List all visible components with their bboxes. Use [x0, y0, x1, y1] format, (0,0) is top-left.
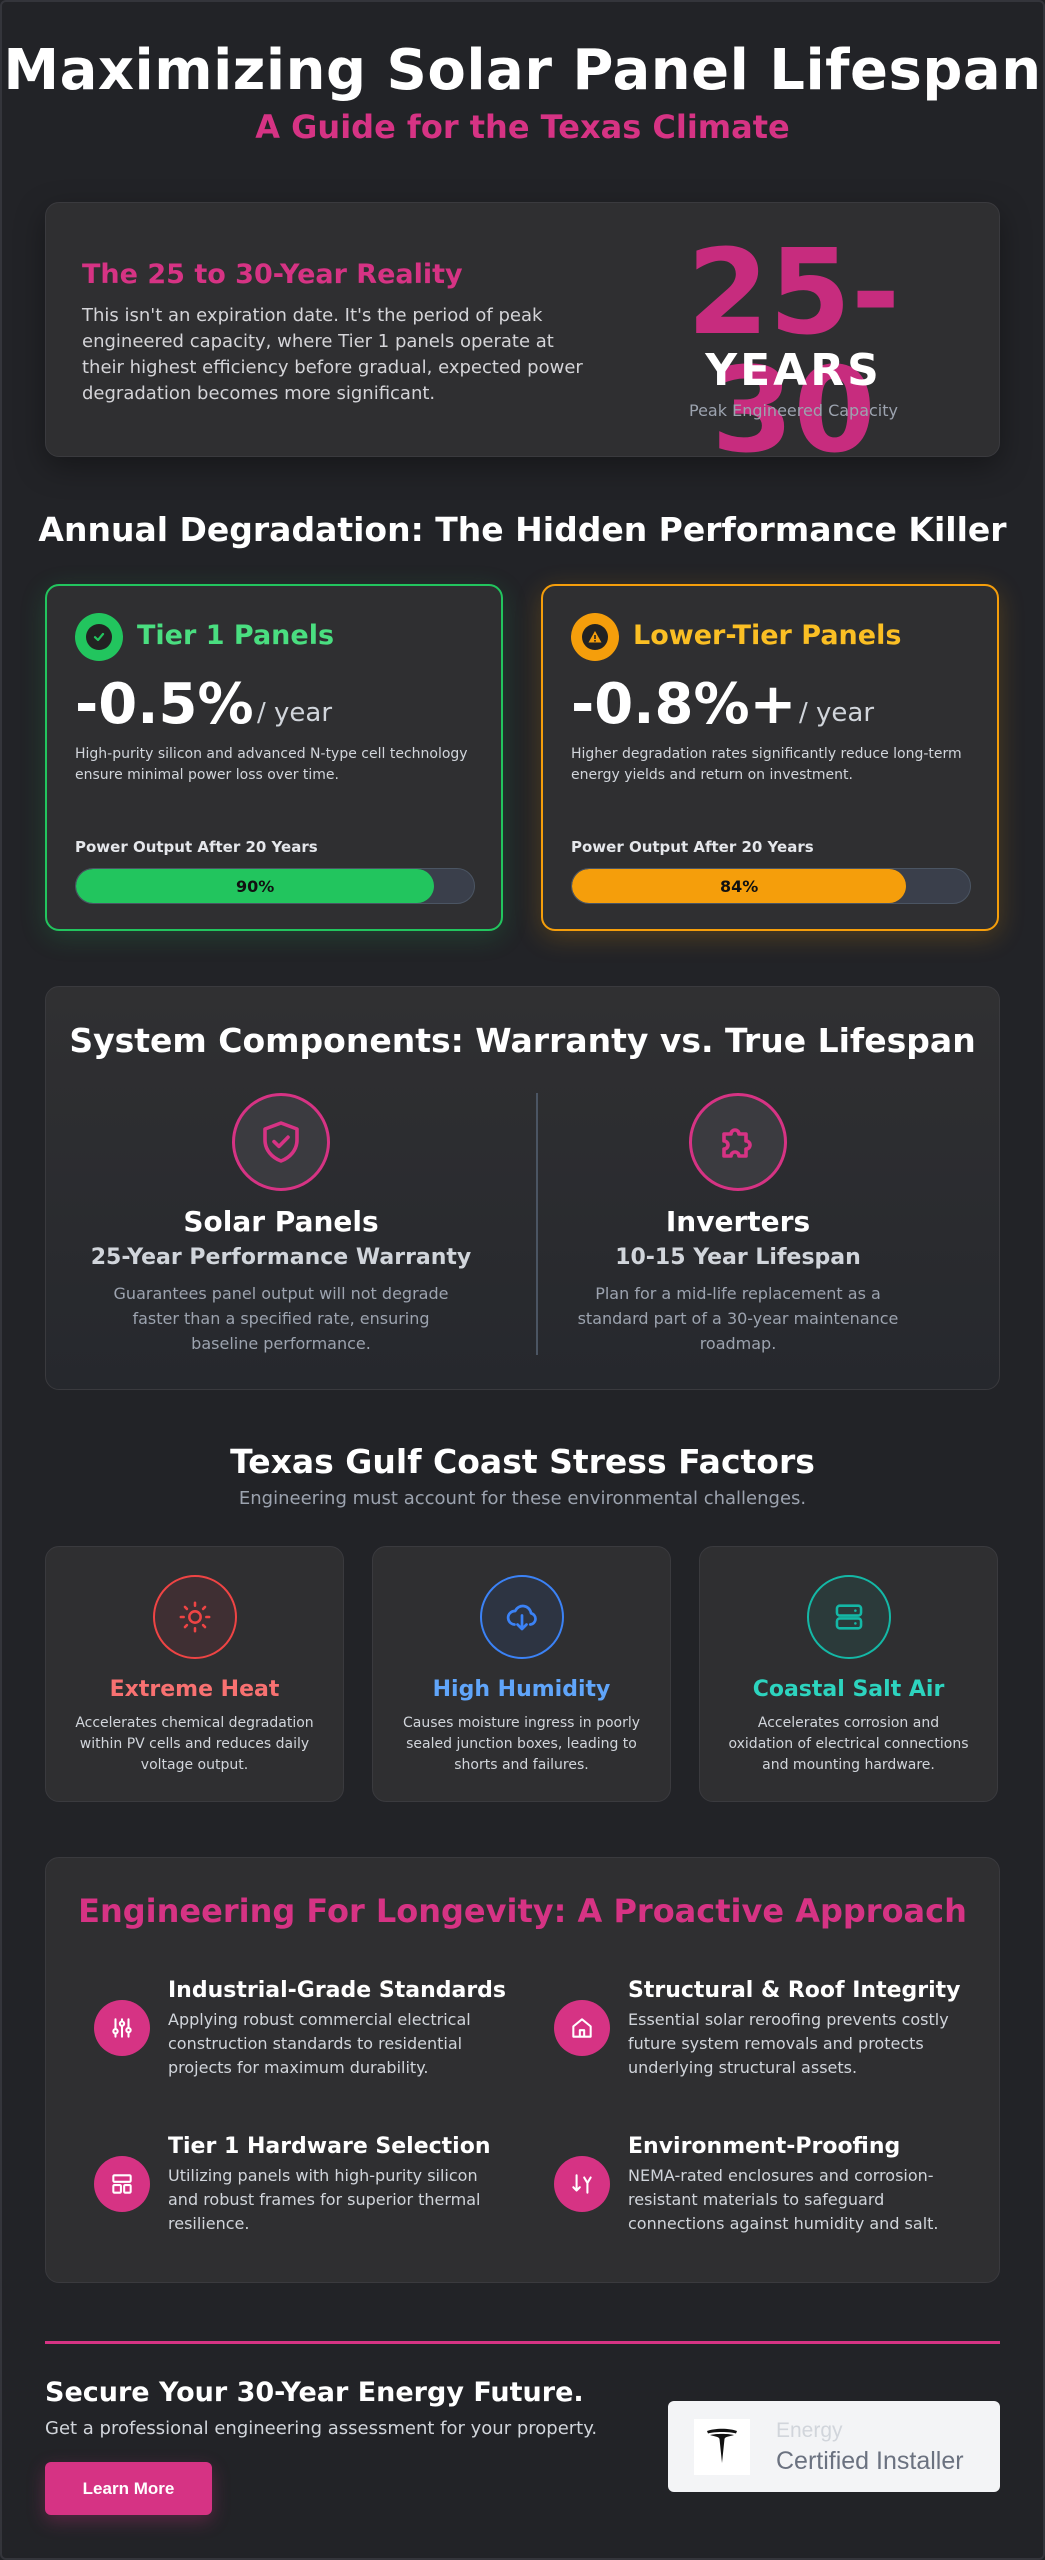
tier1-progress-bar: 90% [75, 868, 475, 904]
stress-card-humidity: High Humidity Causes moisture ingress in… [372, 1546, 671, 1802]
stress-desc: Accelerates chemical degradation within … [75, 1715, 314, 1773]
stress-desc: Causes moisture ingress in poorly sealed… [402, 1715, 641, 1773]
tier2-desc: Higher degradation rates significantly r… [571, 746, 962, 783]
tier2-progress-fill: 84% [572, 869, 907, 903]
badge-line-1: Energy [776, 2419, 843, 2442]
footer-divider [45, 2341, 1000, 2344]
tier2-output-label: Power Output After 20 Years [571, 838, 814, 856]
server-icon [807, 1575, 891, 1659]
cloud-download-icon [480, 1575, 564, 1659]
tier1-progress-fill: 90% [76, 869, 435, 903]
sun-icon [153, 1575, 237, 1659]
puzzle-icon [689, 1093, 787, 1191]
stress-name: High Humidity [432, 1677, 611, 1702]
check-icon [75, 613, 123, 661]
stress-subtitle: Engineering must account for these envir… [238, 1488, 807, 1509]
hero-heading: The 25 to 30-Year Reality [82, 259, 463, 290]
hero-caption: Peak Engineered Capacity [689, 401, 898, 420]
stress-name: Coastal Salt Air [752, 1677, 945, 1702]
tier1-desc: High-purity silicon and advanced N-type … [75, 746, 468, 783]
engineering-item-name: Industrial-Grade Standards [168, 1978, 507, 2003]
tier1-rate: -0.5% [75, 672, 254, 737]
stress-card-salt-air: Coastal Salt Air Accelerates corrosion a… [699, 1546, 998, 1802]
tier1-per: / year [257, 698, 333, 728]
components-title: System Components: Warranty vs. True Lif… [69, 1021, 976, 1060]
degradation-title: Annual Degradation: The Hidden Performan… [38, 510, 1007, 549]
hero-unit: YEARS [705, 345, 882, 396]
tier2-rate: -0.8%+ [571, 672, 797, 737]
engineering-item: Environment-Proofing NEMA-rated enclosur… [554, 2134, 974, 2254]
learn-more-button[interactable]: Learn More [45, 2462, 212, 2515]
tier1-name: Tier 1 Panels [137, 620, 335, 651]
hero-card: The 25 to 30-Year Reality This isn't an … [45, 202, 1000, 469]
component-name: Solar Panels [183, 1205, 379, 1238]
stress-title: Texas Gulf Coast Stress Factors [230, 1442, 815, 1481]
certified-installer-badge: Energy Certified Installer [668, 2401, 1000, 2492]
component-sub: 25-Year Performance Warranty [90, 1245, 472, 1270]
component-sub: 10-15 Year Lifespan [615, 1245, 861, 1270]
engineering-item: Industrial-Grade Standards Applying robu… [94, 1978, 514, 2098]
page-title: Maximizing Solar Panel Lifespan [3, 38, 1042, 103]
tier2-progress-bar: 84% [571, 868, 971, 904]
stress-name: Extreme Heat [109, 1677, 280, 1702]
component-desc: Plan for a mid-life replacement as a sta… [577, 1284, 899, 1353]
components-card: System Components: Warranty vs. True Lif… [45, 986, 1000, 1390]
engineering-title: Engineering For Longevity: A Proactive A… [78, 1892, 967, 1930]
stress-desc: Accelerates corrosion and oxidation of e… [728, 1715, 969, 1773]
engineering-item-name: Environment-Proofing [628, 2134, 901, 2159]
sliders-icon [94, 2000, 150, 2056]
engineering-item: Structural & Roof Integrity Essential so… [554, 1978, 974, 2098]
warning-icon [571, 613, 619, 661]
engineering-item-desc: Applying robust commercial electrical co… [168, 2010, 471, 2077]
engineering-item-name: Tier 1 Hardware Selection [168, 2134, 491, 2159]
badge-line-2: Certified Installer [776, 2447, 964, 2475]
tier1-output-label: Power Output After 20 Years [75, 838, 318, 856]
split-arrows-icon [554, 2156, 610, 2212]
engineering-card: Engineering For Longevity: A Proactive A… [45, 1857, 1000, 2283]
component-inverters: Inverters 10-15 Year Lifespan Plan for a… [518, 987, 958, 1391]
engineering-item: Tier 1 Hardware Selection Utilizing pane… [94, 2134, 514, 2254]
engineering-item-desc: Utilizing panels with high-purity silico… [168, 2166, 481, 2233]
shield-check-icon [232, 1093, 330, 1191]
tier2-name: Lower-Tier Panels [633, 620, 902, 651]
hero-number: 25-30 [686, 223, 901, 479]
home-icon [554, 2000, 610, 2056]
engineering-item-desc: NEMA-rated enclosures and corrosion-resi… [628, 2166, 939, 2233]
footer-subtext: Get a professional engineering assessmen… [45, 2418, 598, 2439]
page-subtitle: A Guide for the Texas Climate [255, 108, 790, 146]
component-name: Inverters [665, 1205, 811, 1238]
component-desc: Guarantees panel output will not degrade… [113, 1284, 449, 1353]
tesla-logo [694, 2419, 750, 2475]
tier2-per: / year [799, 698, 875, 728]
stress-card-heat: Extreme Heat Accelerates chemical degrad… [45, 1546, 344, 1802]
component-solar-panels: Solar Panels 25-Year Performance Warrant… [61, 987, 501, 1391]
tier1-card: Tier 1 Panels -0.5% / year High-purity s… [45, 584, 503, 931]
panel-icon [94, 2156, 150, 2212]
engineering-item-name: Structural & Roof Integrity [628, 1978, 961, 2003]
component-divider [536, 1093, 538, 1355]
footer-heading: Secure Your 30-Year Energy Future. [45, 2377, 584, 2408]
hero-text: This isn't an expiration date. It's the … [82, 305, 583, 404]
engineering-item-desc: Essential solar reroofing prevents costl… [628, 2010, 949, 2077]
tier2-card: Lower-Tier Panels -0.8%+ / year Higher d… [541, 584, 999, 931]
